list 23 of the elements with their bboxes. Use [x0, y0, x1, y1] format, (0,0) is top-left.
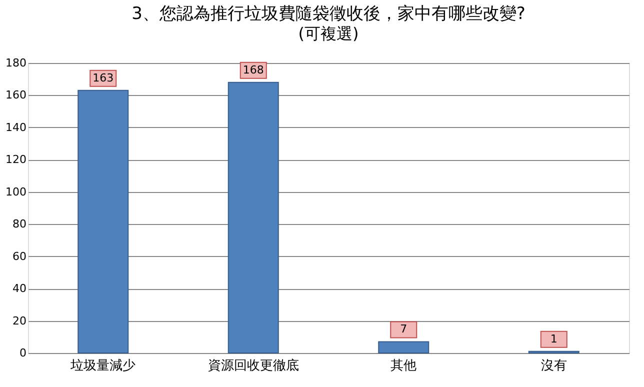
data-label: 163 — [92, 71, 114, 84]
y-tick-label: 0 — [20, 346, 26, 360]
y-tick-label: 180 — [6, 56, 26, 70]
x-tick-label: 資源回收更徹底 — [208, 358, 299, 374]
y-tick-label: 40 — [12, 282, 26, 296]
y-tick-label: 160 — [6, 88, 26, 102]
y-tick-label: 80 — [12, 218, 26, 231]
x-tick-label: 其他 — [390, 358, 417, 374]
data-label: 168 — [242, 63, 264, 76]
bar — [228, 82, 279, 354]
y-tick-label: 100 — [6, 185, 26, 198]
y-tick-label: 120 — [6, 153, 26, 166]
chart-subtitle: (可複選) — [298, 24, 359, 43]
bar — [78, 90, 129, 354]
x-tick-label: 垃圾量減少 — [70, 358, 136, 374]
bar — [378, 341, 430, 354]
y-tick-label: 140 — [6, 120, 26, 134]
data-label: 1 — [550, 332, 558, 346]
y-tick-label: 20 — [12, 314, 26, 328]
x-tick-label: 沒有 — [540, 358, 567, 374]
data-label: 7 — [400, 322, 408, 336]
y-tick-label: 60 — [12, 250, 26, 263]
chart-title: 3、您認為推行垃圾費隨袋徵收後，家中有哪些改變? — [132, 4, 526, 24]
